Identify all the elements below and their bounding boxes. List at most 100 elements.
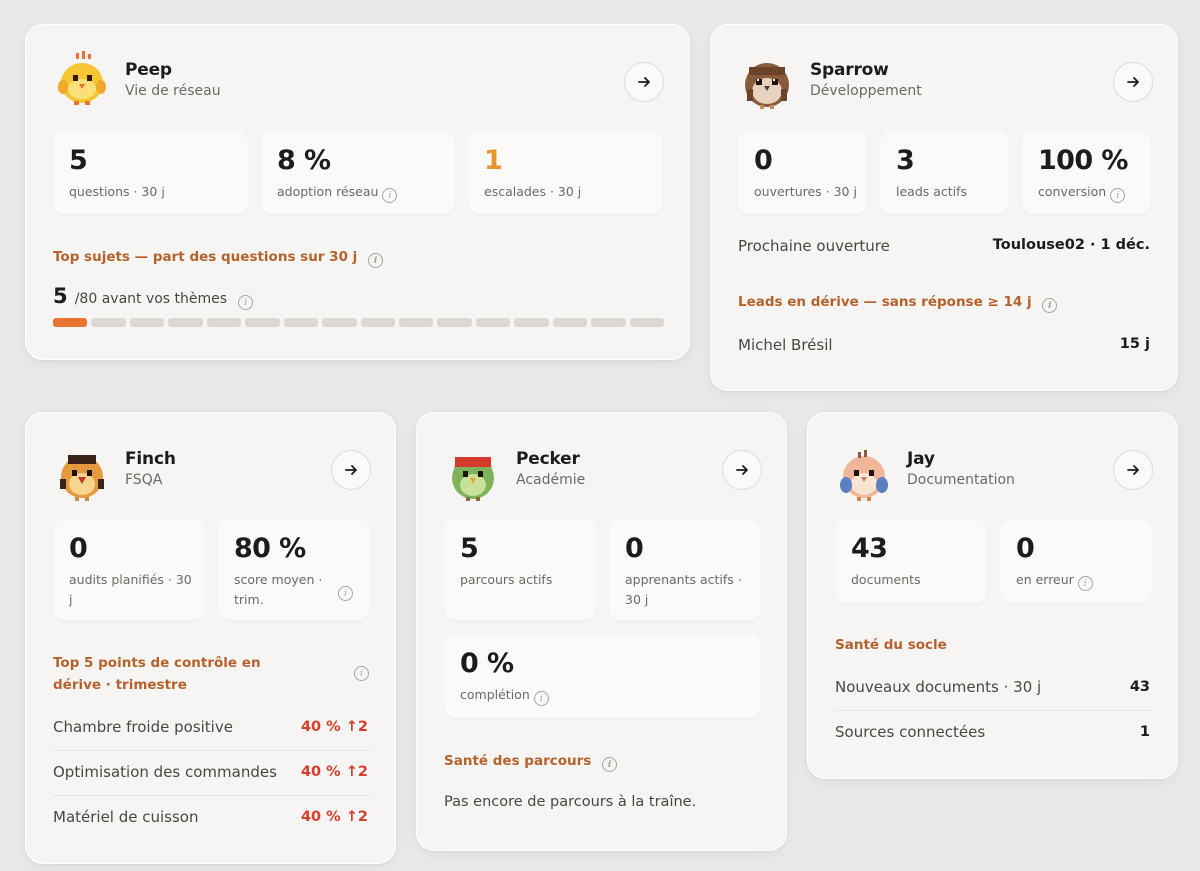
info-icon[interactable]: i [1042, 298, 1058, 313]
arrow-right-icon [1127, 77, 1139, 87]
stat-score: 80 % score moyen · trim. i [218, 519, 370, 620]
jay-avatar [840, 450, 888, 501]
drift-row-value: 40 % ↑2 [300, 719, 368, 735]
agent-card-pecker: Pecker Académie 5 parcours actifs 0 appr… [416, 412, 787, 851]
stat-documents: 43 documents [835, 519, 987, 603]
health-row-value: 43 [1129, 679, 1150, 695]
open-agent-button[interactable] [1113, 62, 1153, 102]
stat-adoption: 8 % adoption réseau i [261, 131, 455, 214]
stat-label: complétion [460, 687, 530, 702]
progress-segment [91, 318, 126, 327]
progress-segment [129, 318, 165, 327]
info-icon[interactable]: i [382, 188, 398, 203]
progress-segment [53, 318, 88, 327]
arrow-right-icon [736, 465, 748, 475]
lead-name: Michel Brésil [738, 336, 833, 354]
stat-parcours: 5 parcours actifs [444, 519, 596, 620]
drift-row-label: Matériel de cuisson [53, 808, 199, 826]
progress-segment [206, 318, 242, 327]
info-icon[interactable]: i [1110, 188, 1126, 203]
stat-label: escalades · 30 j [484, 184, 582, 199]
agent-role: Documentation [907, 472, 1015, 488]
divider [53, 750, 370, 751]
progress-segment [322, 318, 357, 327]
stat-label: audits planifiés · 30 j [69, 572, 192, 607]
agent-card-peep: Peep Vie de réseau 5 questions · 30 j 8 … [25, 24, 690, 360]
agent-name: Finch [125, 449, 176, 469]
themes-count: 5 [53, 284, 68, 308]
stat-label: en erreur [1016, 572, 1074, 587]
stat-errors: 0 en erreur i [1000, 519, 1152, 603]
arrow-right-icon [638, 77, 650, 87]
chick-avatar [58, 51, 106, 105]
open-agent-button[interactable] [1113, 450, 1153, 490]
progress-segment [283, 318, 319, 327]
progress-segment [360, 318, 395, 327]
open-agent-button[interactable] [624, 62, 664, 102]
arrow-right-icon [345, 465, 357, 475]
health-row-label: Nouveaux documents · 30 j [835, 678, 1042, 696]
section-title: Leads en dérive — sans réponse ≥ 14 j [738, 294, 1032, 310]
stat-label: apprenants actifs · 30 j [625, 572, 742, 607]
divider [835, 710, 1152, 711]
info-icon[interactable]: i [533, 691, 549, 706]
stat-label: ouvertures · 30 j [754, 184, 857, 199]
next-opening-value: Toulouse02 · 1 déc. [992, 237, 1150, 253]
progress-segment [591, 318, 626, 327]
progress-segment [475, 318, 511, 327]
info-icon[interactable]: i [354, 666, 369, 681]
stat-questions: 5 questions · 30 j [53, 131, 248, 214]
progress-segment [437, 318, 472, 327]
stat-value: 5 [460, 533, 479, 564]
stat-value: 100 % [1038, 145, 1128, 176]
stat-label: leads actifs [896, 184, 968, 199]
arrow-right-icon [1127, 465, 1139, 475]
progress-segment [629, 318, 664, 327]
stat-label: adoption réseau [277, 184, 379, 199]
stat-value: 0 % [460, 648, 514, 679]
stat-label: questions · 30 j [69, 184, 165, 199]
info-icon[interactable]: i [368, 253, 384, 268]
open-agent-button[interactable] [331, 450, 371, 490]
info-icon[interactable]: i [602, 757, 618, 772]
agent-role: Développement [810, 83, 922, 99]
drift-row-value: 40 % ↑2 [300, 764, 368, 780]
stat-label: parcours actifs [460, 572, 553, 587]
themes-progress-bar [53, 318, 664, 327]
agent-role: Vie de réseau [125, 83, 221, 99]
stat-value: 0 [1016, 533, 1035, 564]
section-title: Santé du socle [835, 637, 947, 653]
stat-value: 0 [69, 533, 88, 564]
info-icon[interactable]: i [338, 586, 353, 601]
info-icon[interactable]: i [1077, 576, 1093, 591]
agent-card-sparrow: Sparrow Développement 0 ouvertures · 30 … [710, 24, 1178, 391]
health-row-label: Sources connectées [835, 723, 986, 741]
agent-card-finch: Finch FSQA 0 audits planifiés · 30 j 80 … [25, 412, 396, 864]
progress-segment [398, 318, 434, 327]
progress-segment [552, 318, 588, 327]
health-row-value: 1 [1139, 724, 1150, 740]
stat-completion: 0 % complétion i [444, 634, 761, 718]
woodpecker-avatar [452, 457, 494, 501]
stat-escalades: 1 escalades · 30 j [468, 131, 662, 214]
divider [53, 795, 370, 796]
progress-segment [245, 318, 280, 327]
themes-text: /80 avant vos thèmes [74, 291, 228, 307]
section-title: Top 5 points de contrôle en dérive · tri… [53, 655, 261, 693]
stat-value: 8 % [277, 145, 331, 176]
progress-segment [514, 318, 549, 327]
info-icon[interactable]: i [238, 295, 254, 310]
stat-leads: 3 leads actifs [880, 131, 1009, 214]
stat-value: 3 [896, 145, 915, 176]
empty-state-text: Pas encore de parcours à la traîne. [444, 794, 697, 810]
agent-name: Peep [125, 60, 172, 80]
stat-value: 0 [754, 145, 773, 176]
open-agent-button[interactable] [722, 450, 762, 490]
drift-row-value: 40 % ↑2 [300, 809, 368, 825]
section-title: Top sujets — part des questions sur 30 j [53, 249, 358, 265]
drift-row-label: Optimisation des commandes [53, 763, 277, 781]
stat-conversion: 100 % conversion i [1022, 131, 1151, 214]
agent-name: Jay [907, 449, 935, 469]
stat-value: 0 [625, 533, 644, 564]
stat-value: 80 % [234, 533, 306, 564]
